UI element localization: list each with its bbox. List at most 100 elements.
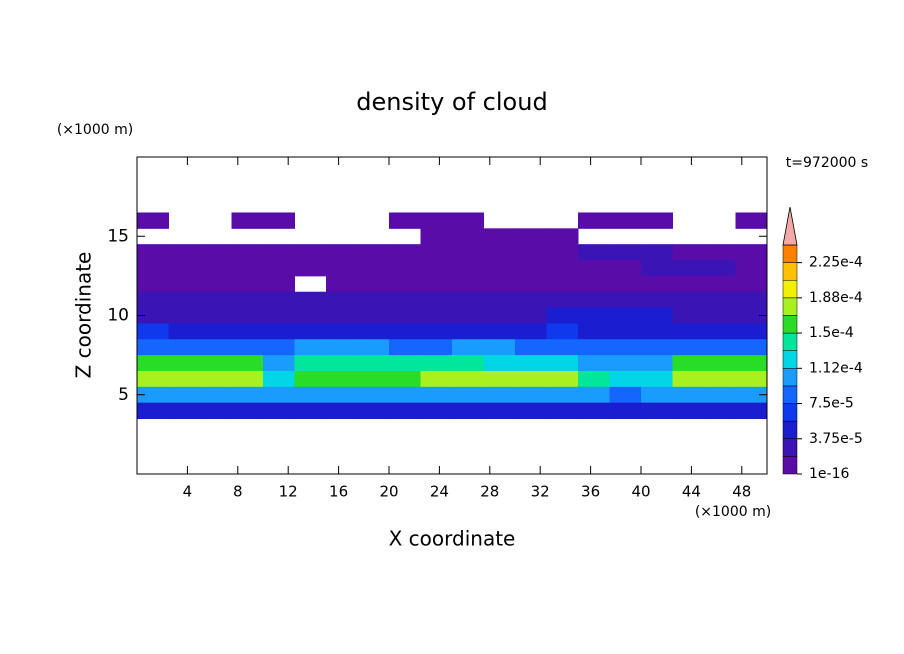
contour-cell bbox=[200, 370, 232, 388]
contour-cell bbox=[294, 355, 327, 372]
contour-cell bbox=[672, 323, 705, 340]
contour-cell bbox=[609, 260, 642, 277]
contour-cell bbox=[263, 260, 295, 277]
contour-cell bbox=[389, 307, 421, 324]
contour-cell bbox=[168, 355, 201, 372]
contour-cell bbox=[389, 386, 421, 404]
colorbar-segment bbox=[782, 403, 798, 422]
contour-cell bbox=[420, 339, 453, 356]
contour-cell bbox=[704, 275, 736, 293]
contour-cell bbox=[263, 291, 295, 309]
contour-cell bbox=[735, 402, 768, 420]
contour-cell bbox=[672, 275, 705, 293]
contour-cell bbox=[294, 339, 327, 356]
contour-cell bbox=[357, 260, 390, 277]
contour-cell bbox=[641, 260, 673, 277]
contour-cell bbox=[420, 370, 453, 388]
contour-cell bbox=[672, 355, 705, 372]
contour-cell bbox=[515, 355, 547, 372]
y-axis-label: Z coordinate bbox=[72, 252, 96, 379]
contour-cell bbox=[704, 339, 736, 356]
contour-cell bbox=[515, 386, 547, 404]
contour-cell bbox=[452, 307, 484, 324]
contour-cell bbox=[326, 275, 358, 293]
contour-cell bbox=[609, 339, 642, 356]
colorbar-tick-label: 1.88e-4 bbox=[809, 290, 863, 306]
contour-cell bbox=[294, 386, 327, 404]
contour-cell bbox=[483, 307, 516, 324]
contour-cell bbox=[641, 275, 673, 293]
contour-cell bbox=[578, 307, 610, 324]
contour-cell bbox=[735, 370, 768, 388]
colorbar-segment bbox=[782, 262, 798, 281]
contour-cell bbox=[515, 244, 547, 261]
contour-cell bbox=[389, 402, 421, 420]
contour-cell bbox=[389, 244, 421, 261]
x-tick-label: 28 bbox=[480, 483, 499, 501]
contour-cell bbox=[231, 402, 264, 420]
contour-cell bbox=[357, 355, 390, 372]
contour-cell bbox=[609, 386, 642, 404]
contour-cell bbox=[168, 323, 201, 340]
contour-cell bbox=[609, 307, 642, 324]
contour-cell bbox=[609, 370, 642, 388]
contour-cell bbox=[578, 275, 610, 293]
contour-cell bbox=[231, 307, 264, 324]
contour-cell bbox=[452, 275, 484, 293]
contour-cell bbox=[704, 402, 736, 420]
contour-cell bbox=[452, 260, 484, 277]
contour-cell bbox=[389, 355, 421, 372]
x-tick-label: 44 bbox=[682, 483, 701, 501]
contour-cell bbox=[137, 339, 169, 356]
contour-cell bbox=[483, 244, 516, 261]
contour-cell bbox=[515, 307, 547, 324]
contour-cell bbox=[672, 244, 705, 261]
colorbar-segment bbox=[782, 456, 798, 475]
colorbar-segment bbox=[782, 244, 798, 263]
contour-cell bbox=[546, 275, 579, 293]
contour-cell bbox=[704, 291, 736, 309]
contour-cell bbox=[420, 244, 453, 261]
contour-cell bbox=[641, 291, 673, 309]
contour-cell bbox=[578, 370, 610, 388]
contour-cell bbox=[735, 291, 768, 309]
contour-cell bbox=[546, 291, 579, 309]
contour-cell bbox=[137, 307, 169, 324]
colorbar-segment bbox=[782, 385, 798, 404]
contour-cell bbox=[326, 291, 358, 309]
contour-cell bbox=[672, 370, 705, 388]
contour-cell bbox=[672, 339, 705, 356]
contour-cell bbox=[578, 291, 610, 309]
colorbar-segment bbox=[782, 368, 798, 387]
contour-cell bbox=[200, 275, 232, 293]
contour-cell bbox=[137, 244, 169, 261]
contour-cell bbox=[200, 402, 232, 420]
contour-cell bbox=[294, 291, 327, 309]
contour-cell bbox=[735, 275, 768, 293]
colorbar-tick-label: 3.75e-5 bbox=[809, 431, 863, 447]
contour-cell bbox=[294, 323, 327, 340]
contour-cell bbox=[641, 402, 673, 420]
contour-cell bbox=[200, 339, 232, 356]
contour-cell bbox=[263, 370, 295, 388]
x-axis-label: X coordinate bbox=[389, 527, 516, 551]
contour-cell bbox=[137, 260, 169, 277]
colorbar-tick-label: 1.12e-4 bbox=[809, 360, 863, 376]
contour-cell bbox=[357, 307, 390, 324]
x-tick-label: 12 bbox=[279, 483, 298, 501]
contour-cell bbox=[137, 291, 169, 309]
contour-cell bbox=[389, 275, 421, 293]
contour-cell bbox=[263, 323, 295, 340]
contour-cell bbox=[483, 386, 516, 404]
contour-cell bbox=[546, 402, 579, 420]
contour-cell bbox=[357, 386, 390, 404]
contour-cell bbox=[609, 402, 642, 420]
contour-cell bbox=[168, 291, 201, 309]
contour-cell bbox=[452, 339, 484, 356]
x-tick-label: 4 bbox=[183, 483, 193, 501]
contour-cell bbox=[546, 307, 579, 324]
contour-cell bbox=[704, 355, 736, 372]
contour-cell bbox=[420, 212, 453, 229]
contour-cell bbox=[420, 323, 453, 340]
contour-cell bbox=[641, 212, 673, 229]
